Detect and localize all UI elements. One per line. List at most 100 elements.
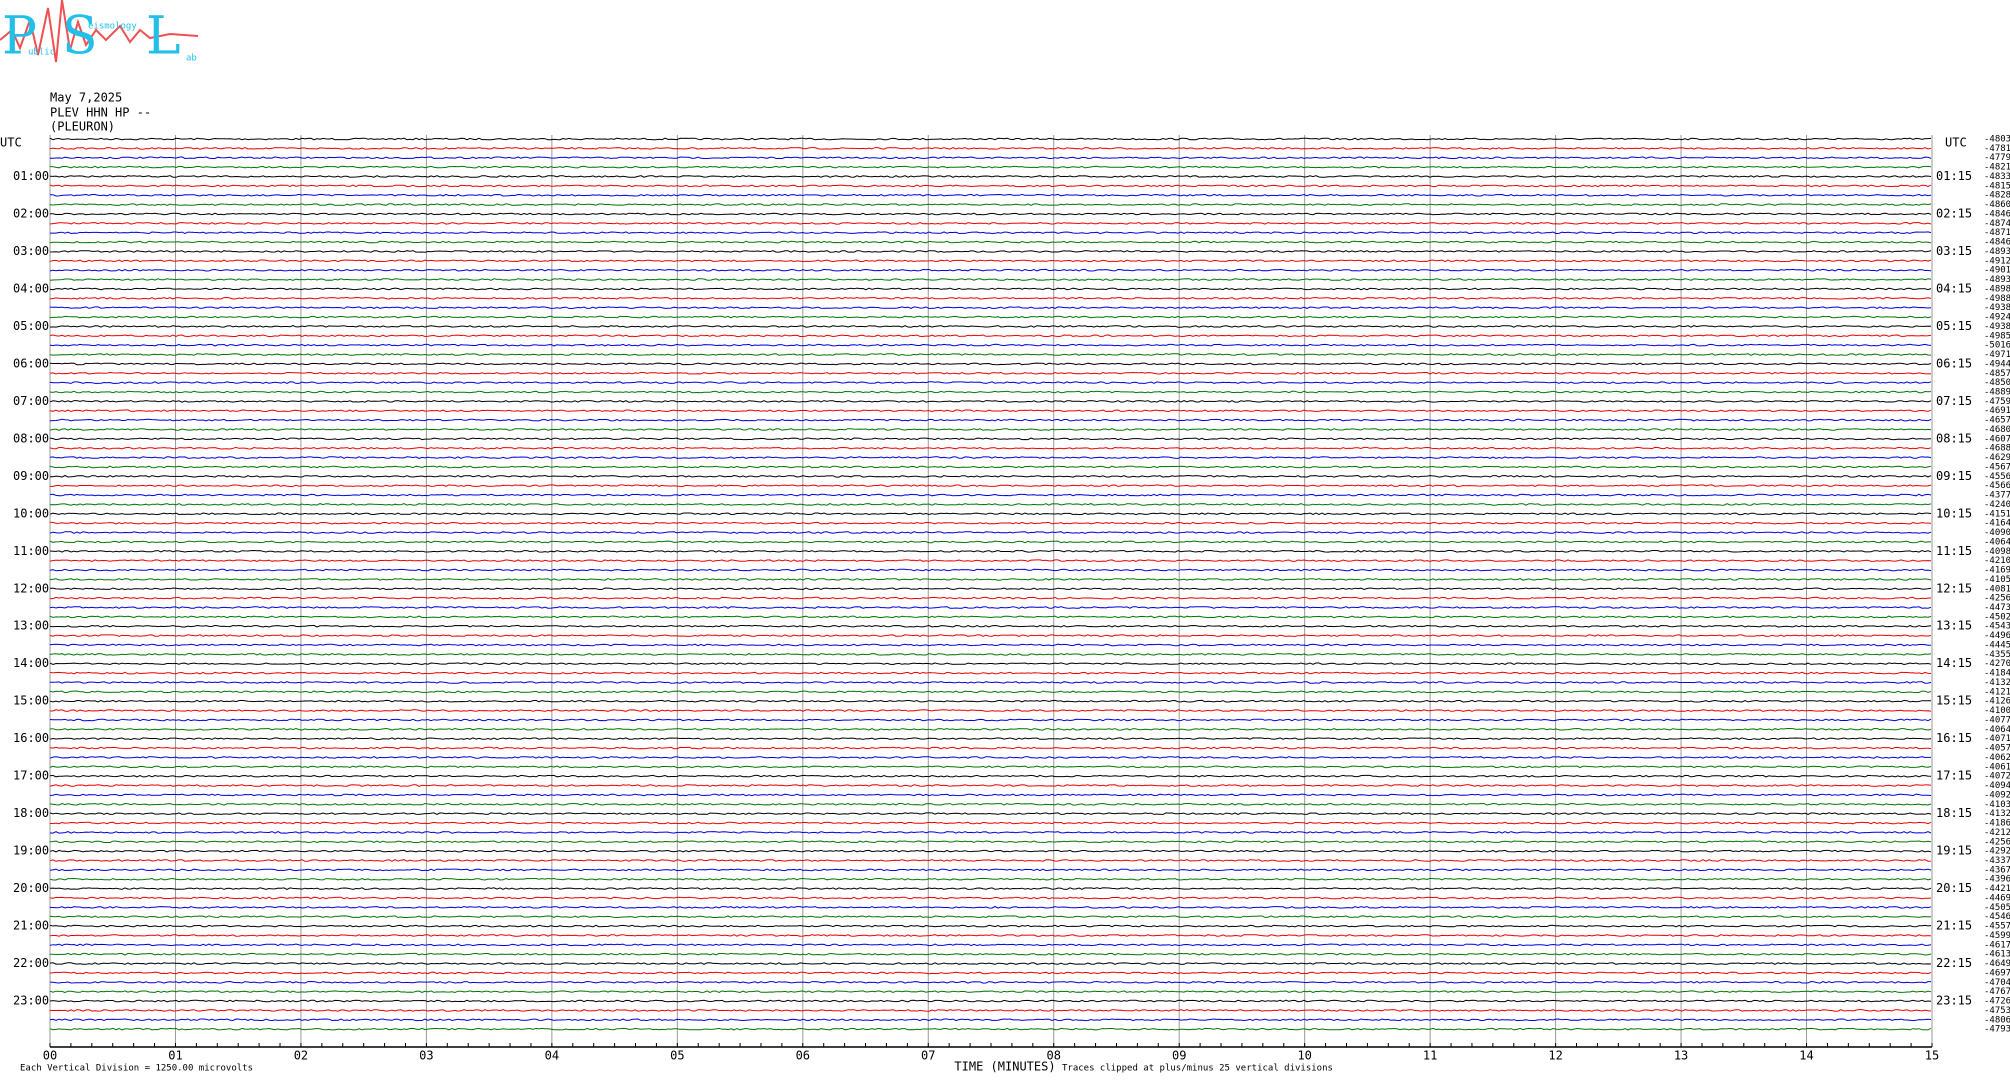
- trace-offset: -4092: [1984, 790, 2010, 800]
- trace-offset: -4151: [1984, 509, 2010, 519]
- trace-offset: -4985: [1984, 331, 2010, 341]
- hour-label-right: 01:15: [1936, 169, 1972, 183]
- trace: [49, 662, 1932, 666]
- trace-offset: -4064: [1984, 537, 2010, 547]
- trace-offset: -4240: [1984, 500, 2010, 510]
- trace: [49, 859, 1932, 862]
- trace: [49, 315, 1932, 319]
- x-axis-label: TIME (MINUTES): [954, 1060, 1055, 1074]
- hour-label-right: 08:15: [1936, 431, 1972, 445]
- trace: [49, 325, 1932, 328]
- trace: [49, 250, 1932, 253]
- trace-offset: -4753: [1984, 1006, 2010, 1016]
- trace: [49, 428, 1932, 431]
- x-tick-label: 03: [419, 1049, 433, 1063]
- hour-label-right: 03:15: [1936, 244, 1972, 258]
- trace: [49, 531, 1932, 534]
- trace: [49, 999, 1932, 1003]
- hour-label-left: 14:00: [13, 656, 49, 670]
- hour-label-right: 20:15: [1936, 881, 1972, 895]
- trace-offset: -4566: [1984, 481, 2010, 491]
- trace: [49, 952, 1932, 956]
- trace: [49, 381, 1932, 384]
- trace-offset: -4893: [1984, 247, 2010, 257]
- trace-offset: -4502: [1984, 612, 2010, 622]
- trace-offset: -4779: [1984, 153, 2010, 163]
- x-tick-label: 11: [1423, 1049, 1437, 1063]
- trace: [49, 296, 1932, 300]
- hour-label-left: 07:00: [13, 394, 49, 408]
- trace: [49, 793, 1932, 797]
- trace: [49, 540, 1931, 544]
- logo-word: ublic: [28, 48, 55, 58]
- trace: [49, 812, 1932, 815]
- trace: [49, 840, 1932, 844]
- clip-note: Traces clipped at plus/minus 25 vertical…: [1062, 1064, 1333, 1074]
- trace-offset: -4546: [1984, 912, 2010, 922]
- x-tick-label: 15: [1925, 1049, 1939, 1063]
- logo-word: eismology: [88, 22, 137, 32]
- hour-label-right: 23:15: [1936, 994, 1972, 1008]
- trace-offset: -4846: [1984, 238, 2010, 248]
- x-tick-label: 06: [796, 1049, 810, 1063]
- trace-offset: -4105: [1984, 575, 2010, 585]
- trace: [49, 203, 1932, 206]
- trace: [50, 596, 1932, 600]
- trace-offset: -4081: [1984, 584, 2010, 594]
- trace: [49, 905, 1932, 909]
- trace-offset: -4833: [1984, 172, 2010, 182]
- trace: [49, 699, 1932, 703]
- trace: [49, 446, 1932, 450]
- trace-offset: -4103: [1984, 800, 2010, 810]
- logo-letter: P: [2, 7, 37, 67]
- trace-offset: -4100: [1984, 706, 2010, 716]
- trace: [49, 587, 1932, 591]
- trace: [49, 353, 1932, 356]
- trace-offset: -4898: [1984, 284, 2010, 294]
- logo-letter: L: [146, 7, 181, 67]
- hour-label-left: 15:00: [13, 694, 49, 708]
- trace: [49, 980, 1931, 984]
- trace-offset: -4649: [1984, 959, 2010, 969]
- trace: [49, 896, 1932, 900]
- trace-offset: -4857: [1984, 369, 2010, 379]
- hour-label-left: 21:00: [13, 919, 49, 933]
- trace-offset: -4704: [1984, 978, 2010, 988]
- trace-offset: -4781: [1984, 144, 2010, 154]
- trace-offset: -4061: [1984, 762, 2010, 772]
- trace: [49, 681, 1932, 684]
- trace-offset: -4828: [1984, 191, 2010, 201]
- trace-offset: -4806: [1984, 1015, 2010, 1025]
- trace-offset: -4057: [1984, 744, 2010, 754]
- trace-offset: -4860: [1984, 200, 2010, 210]
- trace: [49, 568, 1932, 572]
- trace-offset: -4617: [1984, 940, 2010, 950]
- x-tick-label: 04: [545, 1049, 559, 1063]
- hour-label-right: 02:15: [1936, 206, 1972, 220]
- trace-offset: -4377: [1984, 491, 2010, 501]
- trace: [49, 802, 1932, 806]
- trace-offset: -4613: [1984, 950, 2010, 960]
- trace-offset: -4557: [1984, 922, 2010, 932]
- hour-label-left: 01:00: [13, 169, 49, 183]
- trace: [49, 287, 1932, 291]
- x-tick-label: 00: [43, 1049, 57, 1063]
- trace-offset: -4691: [1984, 406, 2010, 416]
- trace: [49, 849, 1932, 853]
- trace-offset: -4292: [1984, 847, 2010, 857]
- trace: [49, 165, 1932, 169]
- trace: [49, 868, 1932, 872]
- trace-offset: -4256: [1984, 837, 2010, 847]
- trace-offset: -4567: [1984, 462, 2010, 472]
- trace: [49, 727, 1932, 731]
- trace: [49, 474, 1932, 478]
- trace: [49, 877, 1932, 881]
- trace-offset: -4901: [1984, 266, 2010, 276]
- trace-offset: -4657: [1984, 416, 2010, 426]
- hour-label-left: 03:00: [13, 244, 49, 258]
- x-tick-label: 01: [168, 1049, 182, 1063]
- trace: [50, 156, 1932, 160]
- trace: [49, 147, 1932, 150]
